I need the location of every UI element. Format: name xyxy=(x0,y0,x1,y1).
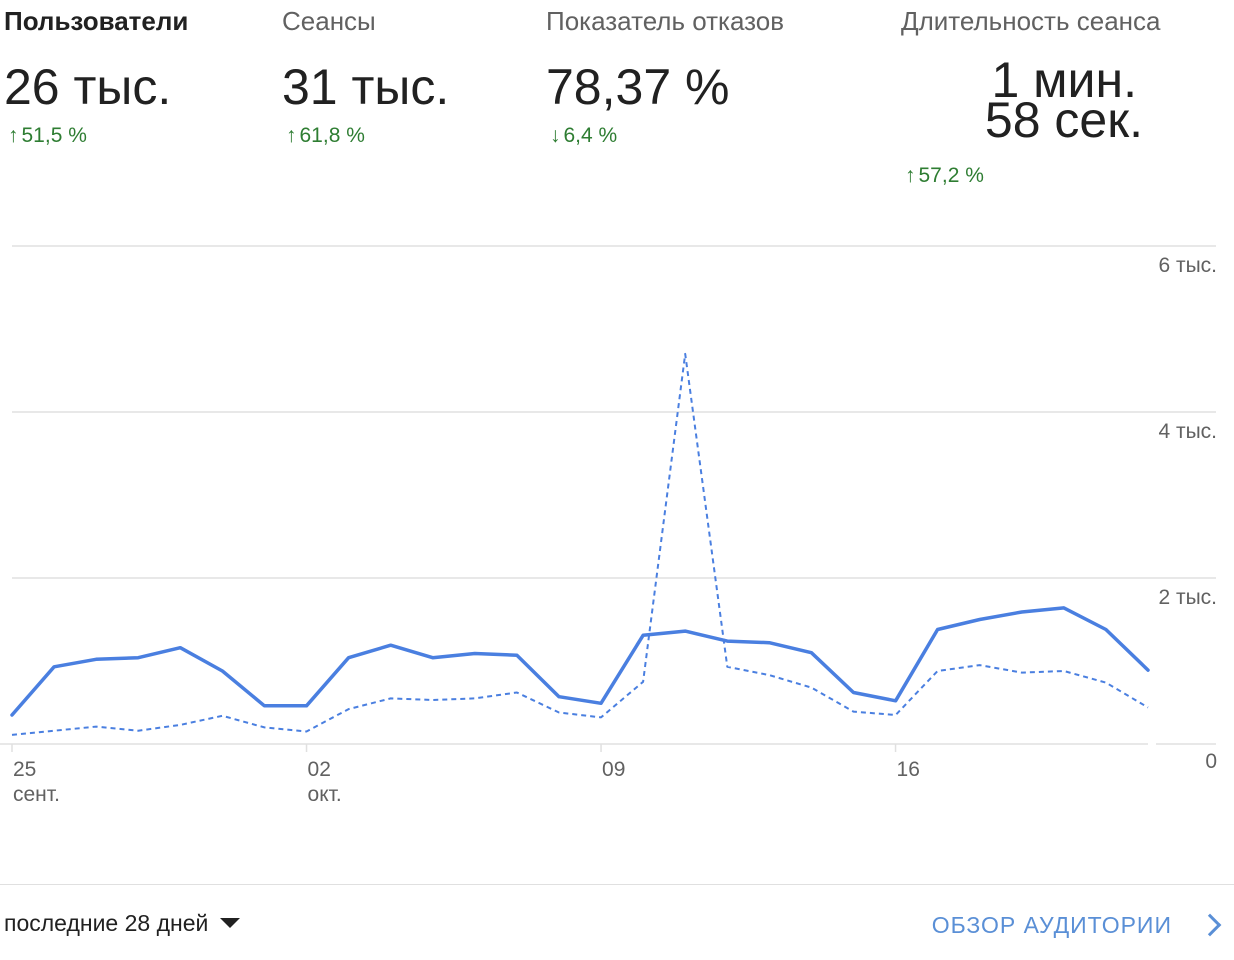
metric-label: Пользователи xyxy=(4,6,189,36)
caret-down-icon xyxy=(220,918,241,928)
metric-value: 26 тыс. xyxy=(4,59,172,115)
chart-series xyxy=(10,352,1150,736)
date-range-label: последние 28 дней xyxy=(4,909,209,936)
chart-grid xyxy=(0,245,1216,745)
metric-change: ↑ 61,8 % xyxy=(286,124,365,148)
arrow-up-icon: ↑ xyxy=(905,164,916,187)
x-tick-month-label: сент. xyxy=(13,783,60,806)
footer-divider xyxy=(0,884,1234,885)
metric-change: ↓ 6,4 % xyxy=(550,124,617,148)
series-line-current xyxy=(10,606,1150,717)
series-line-previous xyxy=(11,352,1149,736)
x-tick-label: 25 xyxy=(13,758,36,781)
metric-label: Показатель отказов xyxy=(546,6,785,36)
y-axis: 0 2 тыс. 4 тыс. 6 тыс. xyxy=(1158,254,1217,773)
y-tick-label: 4 тыс. xyxy=(1158,420,1217,443)
arrow-up-icon: ↑ xyxy=(286,124,297,147)
metric-label: Сеансы xyxy=(282,6,376,36)
y-tick-label: 2 тыс. xyxy=(1158,586,1217,609)
metric-tab-users[interactable]: Пользователи 26 тыс. ↑ 51,5 % xyxy=(4,0,264,160)
chevron-right-icon xyxy=(1198,913,1222,937)
x-tick-label: 16 xyxy=(897,758,920,781)
arrow-down-icon: ↓ xyxy=(550,124,561,147)
metric-change: ↑ 51,5 % xyxy=(8,124,87,148)
metric-tab-session-duration[interactable]: Длительность сеанса 1 мин. 58 сек. ↑ 57,2… xyxy=(901,0,1221,200)
metric-value: 1 мин. 58 сек. xyxy=(901,52,1143,145)
metric-change-value: 61,8 % xyxy=(299,124,365,147)
metric-change-value: 57,2 % xyxy=(918,164,984,187)
x-tick-label: 02 xyxy=(308,758,331,781)
metric-tab-bounce-rate[interactable]: Показатель отказов 78,37 % ↓ 6,4 % xyxy=(546,0,866,160)
y-tick-label: 6 тыс. xyxy=(1158,254,1217,277)
x-tick-month-label: окт. xyxy=(308,783,342,806)
y-tick-label: 0 xyxy=(1205,750,1217,773)
x-tick-label: 09 xyxy=(602,758,625,781)
metric-label: Длительность сеанса xyxy=(901,6,1161,36)
metric-value-seconds: 58 сек. xyxy=(984,92,1143,148)
metric-value: 78,37 % xyxy=(546,59,730,115)
metric-tab-sessions[interactable]: Сеансы 31 тыс. ↑ 61,8 % xyxy=(282,0,522,160)
metric-value-minutes: 1 мин. xyxy=(991,52,1137,108)
metric-value: 31 тыс. xyxy=(282,59,450,115)
audience-overview-link[interactable]: ОБЗОР АУДИТОРИИ xyxy=(932,906,1222,944)
audience-overview-label: ОБЗОР АУДИТОРИИ xyxy=(931,911,1172,938)
metric-change: ↑ 57,2 % xyxy=(905,164,984,188)
metric-change-value: 51,5 % xyxy=(21,124,87,147)
metric-change-value: 6,4 % xyxy=(563,124,618,147)
date-range-dropdown[interactable]: последние 28 дней xyxy=(4,906,241,940)
arrow-up-icon: ↑ xyxy=(8,124,19,147)
